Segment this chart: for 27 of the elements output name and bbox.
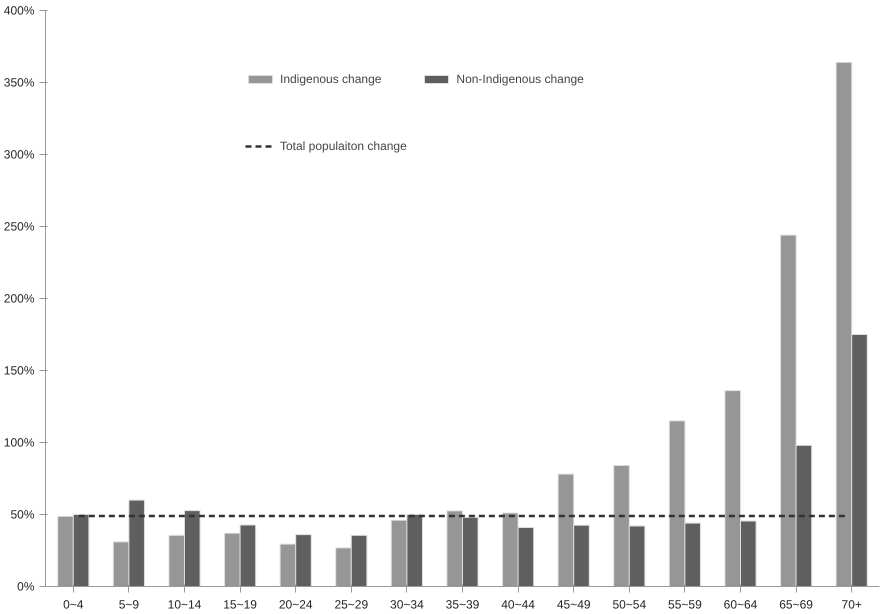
x-tick-label: 55~59 <box>668 598 702 612</box>
x-tick-label: 50~54 <box>612 598 646 612</box>
y-tick-label: 0% <box>17 580 35 594</box>
y-tick-label: 250% <box>4 220 35 234</box>
x-tick-label: 40~44 <box>501 598 536 612</box>
y-tick-label: 200% <box>4 292 35 306</box>
x-tick-label: 0~4 <box>63 598 84 612</box>
x-tick-label: 15~19 <box>223 598 258 612</box>
x-tick-label: 5~9 <box>118 598 140 612</box>
x-tick-label: 60~64 <box>724 598 758 612</box>
legend-label: Non-Indigenous change <box>456 72 584 86</box>
x-tick-label: 20~24 <box>278 598 313 612</box>
y-tick-label: 50% <box>10 508 35 522</box>
legend-label: Indigenous change <box>280 72 382 86</box>
x-tick-label: 35~39 <box>446 598 480 612</box>
x-tick-label: 65~69 <box>779 598 814 612</box>
y-tick-label: 300% <box>4 148 35 162</box>
x-tick-label: 70+ <box>842 598 862 612</box>
legend-label: Total populaiton change <box>280 139 407 153</box>
x-tick-label: 10~14 <box>168 598 202 612</box>
y-tick-label: 400% <box>4 4 35 18</box>
x-tick-label: 25~29 <box>334 598 368 612</box>
y-tick-label: 350% <box>4 76 35 90</box>
y-tick-label: 150% <box>4 364 35 378</box>
y-tick-label: 100% <box>4 436 35 450</box>
x-tick-label: 45~49 <box>556 598 591 612</box>
x-tick-label: 30~34 <box>390 598 424 612</box>
